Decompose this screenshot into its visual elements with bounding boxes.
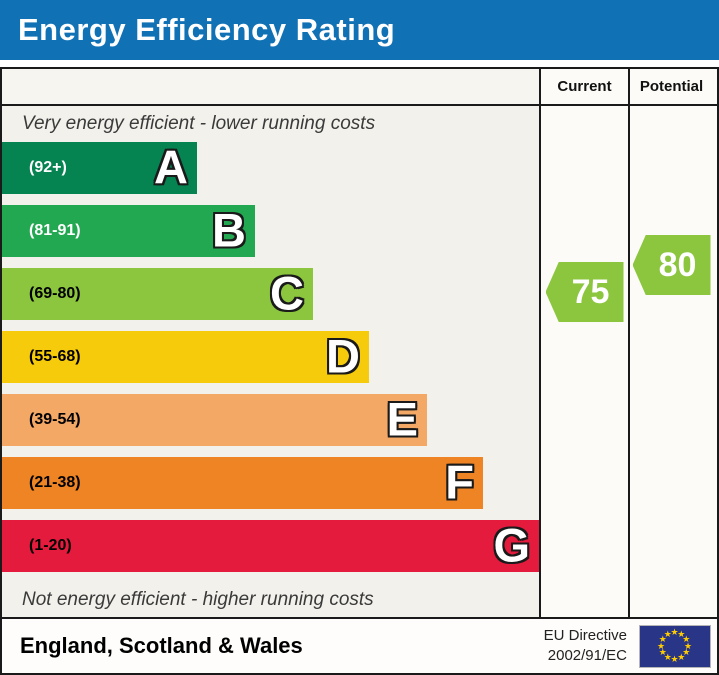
eu-flag-star: ★: [682, 633, 691, 644]
eu-flag-star: ★: [677, 628, 686, 639]
eu-flag-star: ★: [657, 640, 666, 651]
eu-flag-star: ★: [677, 652, 686, 663]
band-list: (92+) A (81-91) B (69-80) C (55-68) D (39-54) E (2…: [2, 142, 539, 583]
band-letter: D: [326, 329, 360, 383]
eu-flag-star: ★: [670, 654, 679, 664]
table-body-row: Very energy efficient - lower running co…: [2, 106, 717, 617]
eu-flag-star: ★: [682, 647, 691, 658]
current-rating-cell: 75: [541, 106, 628, 617]
footer: England, Scotland & Wales EU Directive 2…: [2, 617, 717, 673]
eu-flag-star: ★: [670, 627, 679, 637]
band-b: (81-91) B: [2, 205, 255, 257]
potential-rating-arrow: 80: [632, 235, 711, 295]
band-range-label: (55-68): [29, 348, 81, 365]
band-letter: B: [212, 203, 246, 257]
band-row-g: (1-20) G: [2, 520, 539, 583]
eu-flag-star: ★: [663, 652, 672, 663]
band-letter: E: [386, 392, 418, 446]
band-row-c: (69-80) C: [2, 268, 539, 331]
band-range-label: (21-38): [29, 474, 81, 491]
band-range-label: (92+): [29, 159, 67, 176]
potential-rating-cell: 80: [628, 106, 713, 617]
band-row-d: (55-68) D: [2, 331, 539, 394]
band-letter: C: [270, 266, 304, 320]
band-f: (21-38) F: [2, 457, 483, 509]
eu-flag-icon: ★ ★ ★ ★ ★ ★ ★ ★ ★ ★ ★ ★: [639, 624, 711, 668]
band-range-label: (81-91): [29, 222, 81, 239]
eu-directive-line2: 2002/91/EC: [547, 647, 627, 664]
band-range-label: (39-54): [29, 411, 81, 428]
current-rating-arrow: 75: [545, 262, 624, 322]
band-row-a: (92+) A: [2, 142, 539, 205]
page-title: Energy Efficiency Rating: [18, 12, 396, 47]
band-row-b: (81-91) B: [2, 205, 539, 268]
potential-column-header: Potential: [628, 69, 713, 104]
band-g: (1-20) G: [2, 520, 539, 572]
band-letter: F: [445, 455, 474, 509]
band-letter: A: [154, 140, 188, 194]
current-column-header: Current: [541, 69, 628, 104]
band-c: (69-80) C: [2, 268, 313, 320]
rating-table: Current Potential Very energy efficient …: [0, 67, 719, 675]
region-label: England, Scotland & Wales: [20, 633, 303, 658]
band-range-label: (69-80): [29, 285, 81, 302]
eu-flag-star: ★: [658, 633, 667, 644]
eu-directive-label: EU Directive 2002/91/EC: [544, 626, 627, 667]
band-d: (55-68) D: [2, 331, 369, 383]
band-a: (92+) A: [2, 142, 197, 194]
bands-area: Very energy efficient - lower running co…: [2, 106, 541, 617]
top-note: Very energy efficient - lower running co…: [22, 113, 376, 134]
bottom-note: Not energy efficient - higher running co…: [22, 589, 374, 610]
eu-flag-star: ★: [684, 640, 693, 651]
current-rating-value: 75: [571, 272, 610, 311]
band-row-e: (39-54) E: [2, 394, 539, 457]
eu-flag-star: ★: [658, 647, 667, 658]
eu-directive-line1: EU Directive: [543, 626, 627, 644]
chart-header-cell: [2, 69, 541, 104]
title-bar: Energy Efficiency Rating: [0, 0, 719, 60]
band-letter: G: [493, 518, 530, 572]
band-row-f: (21-38) F: [2, 457, 539, 520]
potential-rating-value: 80: [658, 245, 697, 284]
band-e: (39-54) E: [2, 394, 427, 446]
eu-flag-star: ★: [663, 628, 672, 639]
table-header-row: Current Potential: [2, 69, 717, 106]
band-range-label: (1-20): [29, 537, 72, 554]
